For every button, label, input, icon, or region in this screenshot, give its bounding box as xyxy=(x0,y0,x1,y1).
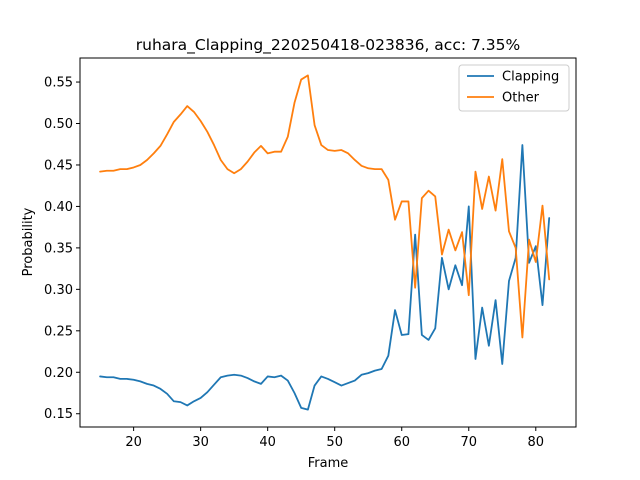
legend-label-other: Other xyxy=(502,91,540,106)
x-tick-label: 40 xyxy=(259,435,276,450)
y-tick-label: 0.55 xyxy=(44,76,73,91)
series-line-other xyxy=(99,74,551,339)
x-tick-label: 80 xyxy=(528,435,545,450)
y-tick-label: 0.15 xyxy=(44,407,73,422)
x-axis-label: Frame xyxy=(308,456,349,471)
y-tick-label: 0.30 xyxy=(44,283,73,298)
chart-title: ruhara_Clapping_220250418-023836, acc: 7… xyxy=(136,36,520,55)
y-axis-label: Probability xyxy=(21,207,36,276)
y-tick-label: 0.50 xyxy=(44,117,73,132)
y-axis: 0.15 0.20 0.25 0.30 0.35 0.40 0.45 0.50 0.55 xyxy=(44,76,80,422)
x-axis: 20 30 40 50 60 70 80 xyxy=(125,427,544,450)
x-tick-label: 50 xyxy=(326,435,343,450)
legend: Clapping Other xyxy=(458,64,570,112)
y-tick-label: 0.20 xyxy=(44,366,73,381)
x-tick-label: 20 xyxy=(125,435,142,450)
x-tick-label: 30 xyxy=(192,435,209,450)
plot-area xyxy=(99,74,551,411)
y-tick-label: 0.45 xyxy=(44,158,73,173)
y-tick-label: 0.40 xyxy=(44,200,73,215)
x-tick-label: 70 xyxy=(460,435,477,450)
legend-label-clapping: Clapping xyxy=(502,70,559,85)
y-tick-label: 0.25 xyxy=(44,324,73,339)
plot-frame xyxy=(79,57,577,428)
y-tick-label: 0.35 xyxy=(44,241,73,256)
x-tick-label: 60 xyxy=(393,435,410,450)
series-line-clapping xyxy=(99,144,551,411)
